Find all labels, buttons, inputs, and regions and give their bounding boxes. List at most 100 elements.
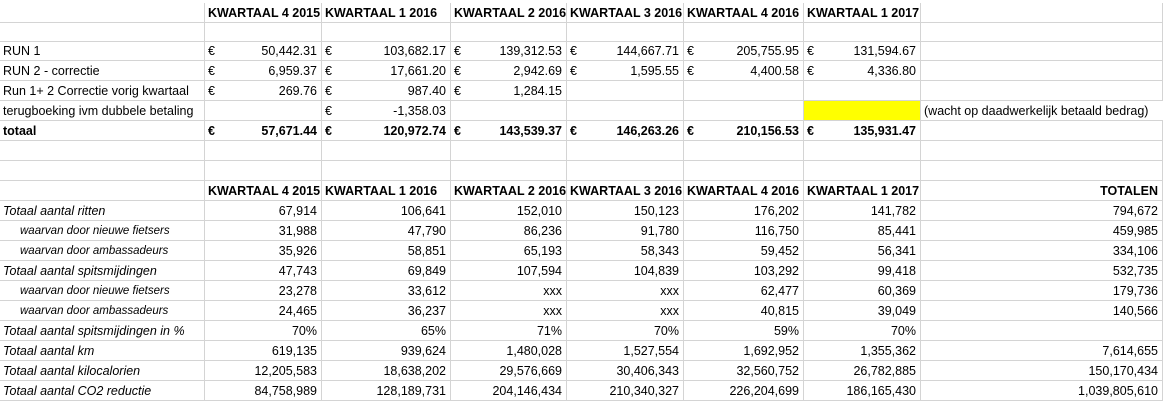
- row-label[interactable]: Totaal aantal kilocalorien: [0, 361, 205, 381]
- row-label[interactable]: Totaal aantal CO2 reductie: [0, 381, 205, 401]
- value-cell[interactable]: 1,355,362: [804, 341, 921, 361]
- value-cell[interactable]: 23,278: [205, 281, 322, 301]
- value-cell[interactable]: 70%: [804, 321, 921, 341]
- row-label[interactable]: waarvan door nieuwe fietsers: [0, 221, 205, 241]
- amount-cell[interactable]: €120,972.74: [322, 121, 451, 141]
- row-label[interactable]: Totaal aantal ritten: [0, 201, 205, 221]
- column-header[interactable]: KWARTAAL 4 2015: [205, 3, 322, 23]
- empty-cell[interactable]: [921, 141, 1163, 161]
- totals-header[interactable]: TOTALEN: [921, 181, 1163, 201]
- amount-cell[interactable]: €17,661.20: [322, 61, 451, 81]
- value-cell[interactable]: 47,790: [322, 221, 451, 241]
- amount-cell[interactable]: €143,539.37: [451, 121, 567, 141]
- value-cell[interactable]: 29,576,669: [451, 361, 567, 381]
- empty-cell[interactable]: [684, 141, 804, 161]
- amount-cell[interactable]: €139,312.53: [451, 41, 567, 61]
- row-label[interactable]: RUN 2 - correctie: [0, 61, 205, 81]
- amount-cell[interactable]: €269.76: [205, 81, 322, 101]
- row-label[interactable]: waarvan door nieuwe fietsers: [0, 281, 205, 301]
- value-cell[interactable]: 18,638,202: [322, 361, 451, 381]
- amount-cell[interactable]: €1,595.55: [567, 61, 684, 81]
- value-cell[interactable]: xxx: [451, 301, 567, 321]
- empty-cell[interactable]: [0, 161, 205, 181]
- row-label[interactable]: Totaal aantal km: [0, 341, 205, 361]
- column-header[interactable]: KWARTAAL 1 2016: [322, 3, 451, 23]
- value-cell[interactable]: 1,480,028: [451, 341, 567, 361]
- value-cell[interactable]: 59%: [684, 321, 804, 341]
- empty-cell[interactable]: [921, 41, 1163, 61]
- empty-cell[interactable]: [684, 22, 804, 42]
- empty-cell[interactable]: [0, 3, 205, 23]
- amount-cell[interactable]: €6,959.37: [205, 61, 322, 81]
- value-cell[interactable]: 91,780: [567, 221, 684, 241]
- amount-cell[interactable]: €4,336.80: [804, 61, 921, 81]
- value-cell[interactable]: 24,465: [205, 301, 322, 321]
- total-cell[interactable]: 7,614,655: [921, 341, 1163, 361]
- amount-cell[interactable]: [451, 101, 567, 121]
- value-cell[interactable]: 30,406,343: [567, 361, 684, 381]
- value-cell[interactable]: 35,926: [205, 241, 322, 261]
- empty-cell[interactable]: [567, 141, 684, 161]
- amount-cell[interactable]: €103,682.17: [322, 41, 451, 61]
- empty-cell[interactable]: [205, 22, 322, 42]
- amount-cell[interactable]: [804, 101, 921, 121]
- total-cell[interactable]: 150,170,434: [921, 361, 1163, 381]
- amount-cell[interactable]: €131,594.67: [804, 41, 921, 61]
- row-label[interactable]: Totaal aantal spitsmijdingen in %: [0, 321, 205, 341]
- value-cell[interactable]: 128,189,731: [322, 381, 451, 401]
- empty-cell[interactable]: [205, 141, 322, 161]
- column-header[interactable]: KWARTAAL 4 2015: [205, 181, 322, 201]
- value-cell[interactable]: 65,193: [451, 241, 567, 261]
- total-cell[interactable]: 334,106: [921, 241, 1163, 261]
- amount-cell[interactable]: €57,671.44: [205, 121, 322, 141]
- amount-cell[interactable]: €205,755.95: [684, 41, 804, 61]
- amount-cell[interactable]: €2,942.69: [451, 61, 567, 81]
- empty-cell[interactable]: [205, 161, 322, 181]
- empty-cell[interactable]: [322, 161, 451, 181]
- value-cell[interactable]: 33,612: [322, 281, 451, 301]
- amount-cell[interactable]: [567, 101, 684, 121]
- value-cell[interactable]: 59,452: [684, 241, 804, 261]
- total-cell[interactable]: 1,039,805,610: [921, 381, 1163, 401]
- row-label[interactable]: totaal: [0, 121, 205, 141]
- column-header[interactable]: KWARTAAL 3 2016: [567, 181, 684, 201]
- amount-cell[interactable]: [804, 81, 921, 101]
- value-cell[interactable]: 152,010: [451, 201, 567, 221]
- value-cell[interactable]: 186,165,430: [804, 381, 921, 401]
- amount-cell[interactable]: €210,156.53: [684, 121, 804, 141]
- column-header[interactable]: KWARTAAL 3 2016: [567, 3, 684, 23]
- amount-cell[interactable]: €1,284.15: [451, 81, 567, 101]
- amount-cell[interactable]: € -1,358.03: [322, 101, 451, 121]
- empty-cell[interactable]: [684, 161, 804, 181]
- value-cell[interactable]: 939,624: [322, 341, 451, 361]
- value-cell[interactable]: 99,418: [804, 261, 921, 281]
- value-cell[interactable]: 65%: [322, 321, 451, 341]
- total-cell[interactable]: 179,736: [921, 281, 1163, 301]
- total-cell[interactable]: 532,735: [921, 261, 1163, 281]
- row-label[interactable]: Totaal aantal spitsmijdingen: [0, 261, 205, 281]
- value-cell[interactable]: xxx: [451, 281, 567, 301]
- empty-cell[interactable]: [567, 161, 684, 181]
- empty-cell[interactable]: [921, 161, 1163, 181]
- value-cell[interactable]: 71%: [451, 321, 567, 341]
- amount-cell[interactable]: €135,931.47: [804, 121, 921, 141]
- value-cell[interactable]: 86,236: [451, 221, 567, 241]
- empty-cell[interactable]: [0, 141, 205, 161]
- amount-cell[interactable]: €4,400.58: [684, 61, 804, 81]
- value-cell[interactable]: 619,135: [205, 341, 322, 361]
- empty-cell[interactable]: [804, 22, 921, 42]
- value-cell[interactable]: 103,292: [684, 261, 804, 281]
- value-cell[interactable]: 69,849: [322, 261, 451, 281]
- value-cell[interactable]: 39,049: [804, 301, 921, 321]
- column-header[interactable]: KWARTAAL 2 2016: [451, 181, 567, 201]
- empty-cell[interactable]: [921, 3, 1163, 23]
- value-cell[interactable]: 210,340,327: [567, 381, 684, 401]
- value-cell[interactable]: 150,123: [567, 201, 684, 221]
- amount-cell[interactable]: €987.40: [322, 81, 451, 101]
- total-cell[interactable]: 794,672: [921, 201, 1163, 221]
- value-cell[interactable]: xxx: [567, 281, 684, 301]
- empty-cell[interactable]: [804, 141, 921, 161]
- empty-cell[interactable]: [804, 161, 921, 181]
- value-cell[interactable]: 40,815: [684, 301, 804, 321]
- row-label[interactable]: RUN 1: [0, 41, 205, 61]
